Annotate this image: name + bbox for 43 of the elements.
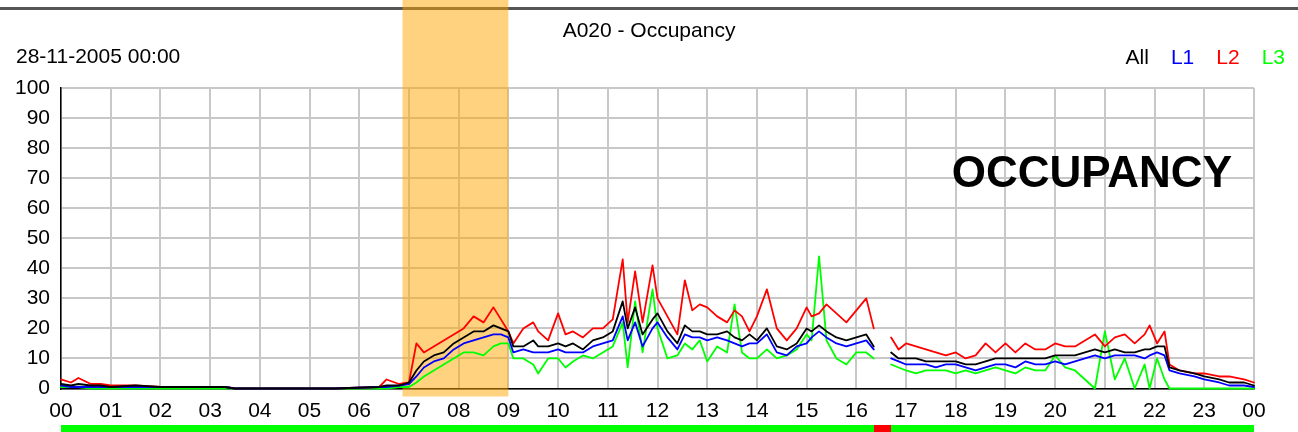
y-tick-label: 70 — [26, 164, 50, 188]
y-tick-label: 10 — [26, 345, 50, 369]
text: L1 — [1170, 44, 1195, 68]
x-tick-label: 00 — [1242, 397, 1266, 421]
x-tick-label: 10 — [546, 397, 570, 421]
text: L2 — [1216, 44, 1240, 68]
x-tick-label: 20 — [1043, 397, 1067, 421]
y-tick-label: 20 — [26, 315, 50, 339]
x-tick-label: 12 — [645, 397, 670, 421]
x-tick-label: 17 — [894, 397, 918, 421]
x-tick-label: 13 — [695, 397, 719, 421]
annotation: OCCUPANCY — [951, 147, 1232, 197]
chart-subtitle: 28-11-2005 00:00 — [16, 43, 181, 67]
x-tick-label: 21 — [1093, 397, 1117, 421]
chart-title: A020 - Occupancy — [562, 17, 736, 41]
x-tick-label: 05 — [297, 397, 322, 421]
y-tick-label: 100 — [14, 74, 50, 98]
x-tick-label: 03 — [198, 397, 222, 421]
y-tick-label: 60 — [26, 195, 50, 218]
x-tick-label: 19 — [993, 397, 1018, 421]
y-tick-label: 0 — [38, 375, 50, 399]
x-tick-label: 18 — [944, 397, 968, 421]
x-tick-label: 11 — [596, 397, 619, 421]
x-tick-label: 22 — [1142, 397, 1167, 421]
y-tick-label: 40 — [26, 255, 50, 279]
x-tick-label: 09 — [496, 397, 521, 421]
y-tick-label: 90 — [26, 104, 50, 128]
x-tick-label: 01 — [99, 397, 123, 421]
y-tick-label: 50 — [26, 225, 50, 249]
y-tick-label: 30 — [26, 285, 50, 309]
x-tick-label: 00 — [49, 397, 73, 421]
text: L3 — [1261, 44, 1285, 68]
x-tick-label: 06 — [347, 397, 371, 421]
x-tick-label: 14 — [745, 397, 769, 421]
text: All — [1125, 44, 1149, 68]
x-tick-label: 07 — [397, 397, 421, 421]
x-tick-label: 16 — [844, 397, 869, 421]
x-tick-label: 04 — [248, 397, 272, 421]
x-tick-label: 02 — [148, 397, 173, 421]
y-tick-label: 80 — [26, 134, 50, 158]
x-tick-label: 15 — [794, 397, 819, 421]
x-tick-label: 08 — [446, 397, 471, 421]
x-tick-label: 23 — [1192, 397, 1216, 421]
